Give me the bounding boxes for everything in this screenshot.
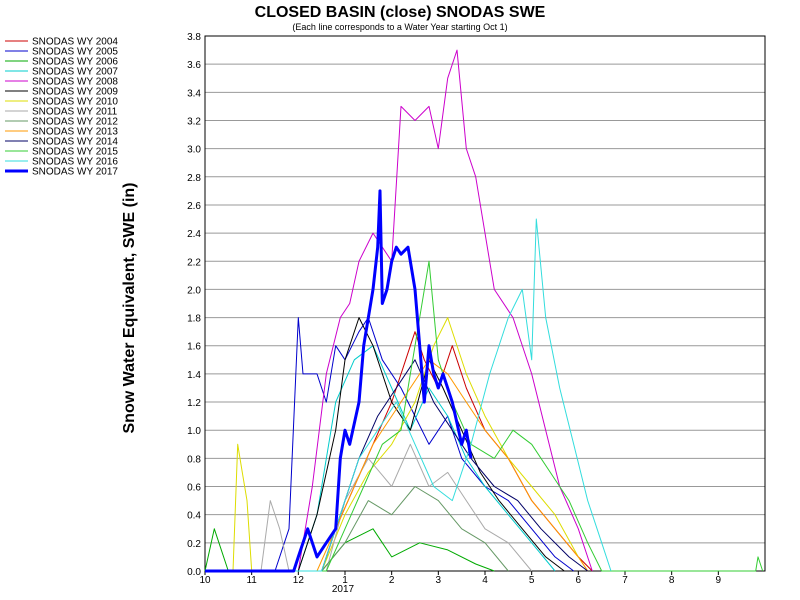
legend-entry: SNODAS WY 2008 [32,77,118,88]
x-tick-label: 1 [342,575,348,586]
series-line-3 [204,528,495,572]
x-tick-label: 12 [293,575,305,586]
y-tick-label: 1.8 [187,314,201,325]
legend-entry: SNODAS WY 2005 [32,47,118,58]
x-tick-label: 6 [576,575,582,586]
y-tick-label: 0.0 [187,567,201,578]
x-tick-label: 8 [669,575,675,586]
y-tick-label: 3.0 [187,145,201,156]
legend-entry: SNODAS WY 2011 [32,107,118,118]
y-tick-label: 1.6 [187,342,201,353]
series-lines [204,49,764,573]
legend-entry: SNODAS WY 2007 [32,67,118,78]
year-label: 2017 [332,584,355,595]
series-line-1 [205,331,593,572]
y-tick-label: 0.4 [187,511,201,522]
plot-frame [204,35,766,572]
y-tick-label: 2.8 [187,173,201,184]
y-tick-label: 3.4 [187,88,201,99]
series-line-10 [205,359,589,572]
y-tick-label: 0.8 [187,454,201,465]
series-line-13 [205,218,612,572]
legend-entry: SNODAS WY 2006 [32,57,118,68]
y-tick-label: 3.2 [187,116,201,127]
y-tick-label: 2.0 [187,285,201,296]
series-line-2 [205,317,575,572]
legend-entry: SNODAS WY 2014 [32,137,118,148]
y-tick-label: 0.2 [187,539,201,550]
x-tick-label: 10 [199,575,211,586]
legend-entry: SNODAS WY 2013 [32,127,118,138]
series-line-5 [205,49,593,572]
y-tick-label: 2.4 [187,229,201,240]
series-line-6 [205,317,565,572]
y-tick-label: 3.6 [187,60,201,71]
series-line-14 [205,189,473,573]
legend-entry: SNODAS WY 2010 [32,97,118,108]
y-axis-ticks: 0.0 0.2 0.4 0.6 0.8 1.0 1.2 1.4 1.6 1.8 2.0 2.2 2.4 2… [187,32,201,578]
y-tick-label: 1.2 [187,398,201,409]
x-tick-label: 2 [389,575,395,586]
y-tick-label: 1.0 [187,426,201,437]
x-tick-label: 7 [622,575,628,586]
y-tick-label: 2.6 [187,201,201,212]
legend-entry: SNODAS WY 2017 [32,167,118,178]
y-tick-label: 1.4 [187,370,201,381]
y-tick-label: 3.8 [187,32,201,43]
y-tick-label: 2.2 [187,257,201,268]
legend-entry: SNODAS WY 2012 [32,117,118,128]
legend-entry: SNODAS WY 2004 [32,37,118,48]
series-line-9 [205,486,509,572]
x-tick-label: 5 [529,575,535,586]
chart-title: CLOSED BASIN (close) SNODAS SWE [255,4,546,21]
y-axis-label: Snow Water Equivalent, SWE (in) [121,183,138,434]
x-tick-label: 4 [482,575,488,586]
x-tick-label: 9 [716,575,722,586]
legend-entry: SNODAS WY 2009 [32,87,118,98]
chart-subtitle: (Each line corresponds to a Water Year s… [292,22,507,32]
y-tick-label: 0.6 [187,483,201,494]
x-tick-label: 11 [246,575,257,586]
legend-entry: SNODAS WY 2016 [32,157,118,168]
series-line-8 [205,443,533,572]
series-line-11 [205,359,589,572]
x-tick-label: 3 [436,575,442,586]
legend-entry: SNODAS WY 2015 [32,147,118,158]
series-line-12 [205,260,764,572]
grid-lines [205,35,765,572]
x-axis-ticks: 10 11 12 1 2 3 4 5 6 7 8 9 [199,571,722,586]
series-line-7 [205,317,589,572]
